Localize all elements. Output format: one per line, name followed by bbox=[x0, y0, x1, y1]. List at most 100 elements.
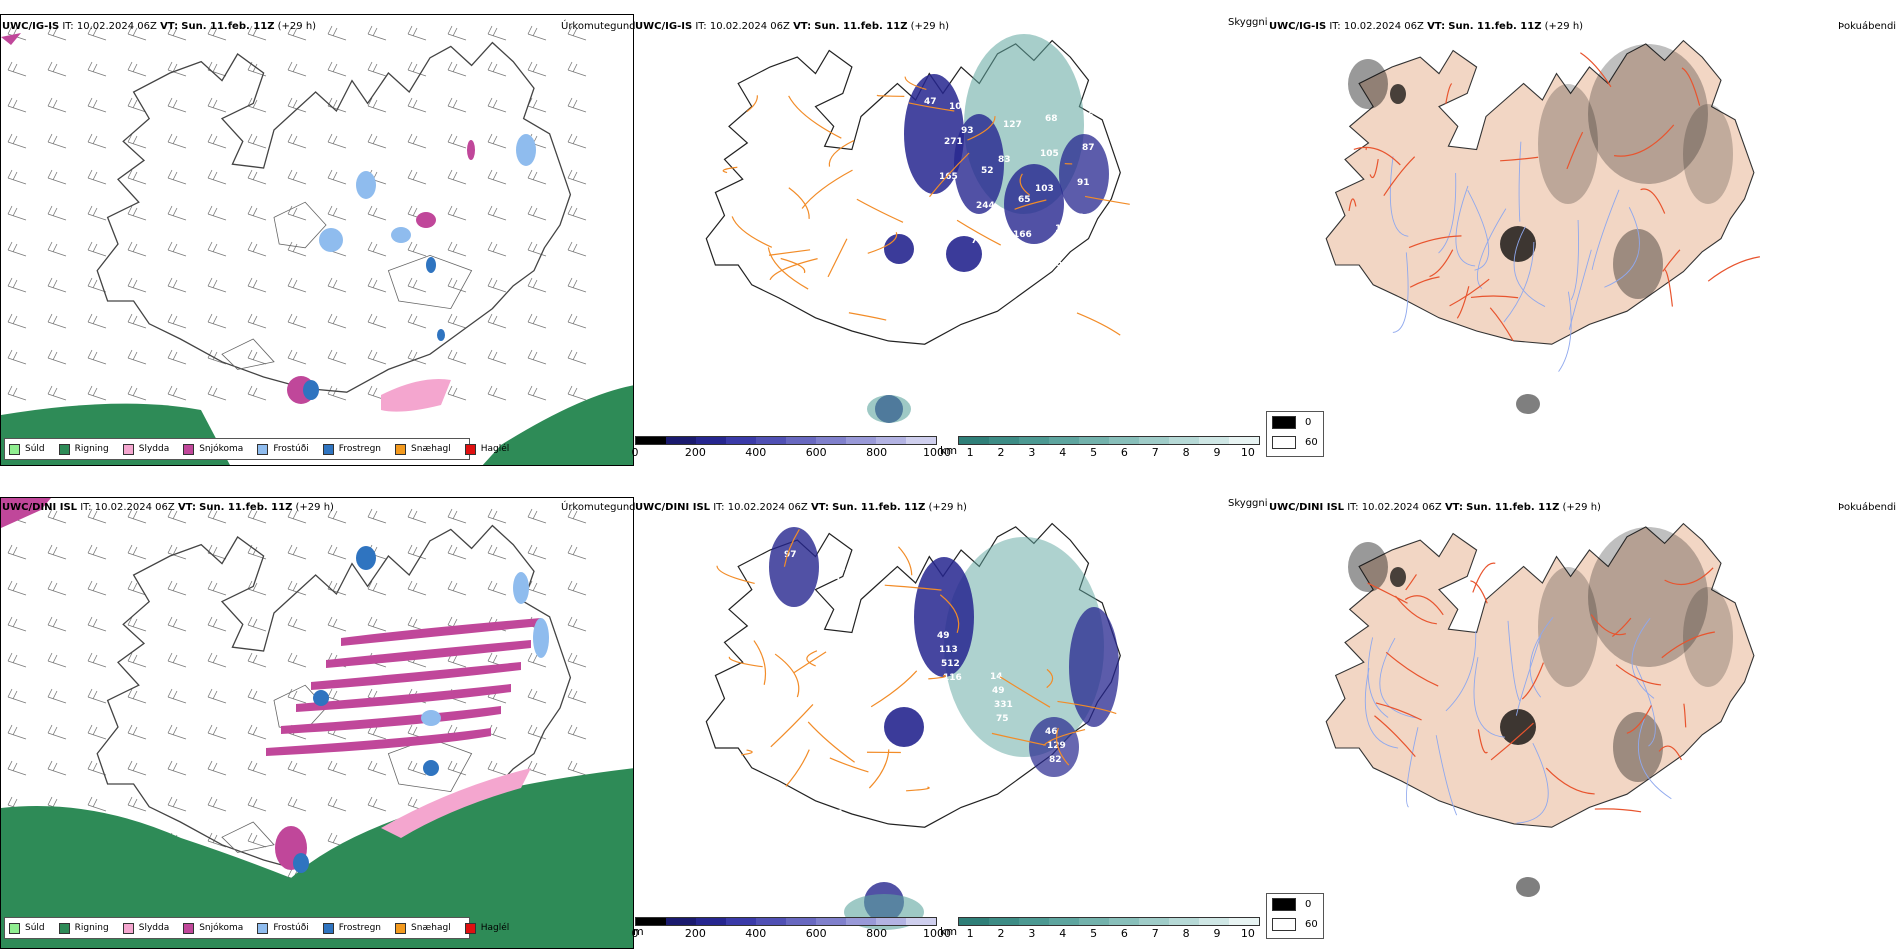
wind-barb bbox=[127, 313, 147, 329]
wind-barb bbox=[207, 97, 227, 113]
wind-barb bbox=[87, 652, 107, 668]
precip-legend-item: Frostregn bbox=[322, 922, 382, 934]
wind-barb bbox=[247, 349, 267, 365]
wind-barb bbox=[527, 97, 547, 113]
wind-barb bbox=[207, 760, 227, 776]
precip-area bbox=[467, 140, 475, 160]
road bbox=[1375, 702, 1422, 721]
iceland-land bbox=[1325, 39, 1755, 345]
wind-barb bbox=[87, 313, 107, 329]
wind-barb bbox=[287, 205, 307, 221]
wind-barb bbox=[7, 652, 27, 668]
wind-barb bbox=[87, 277, 107, 293]
wind-barb bbox=[207, 241, 227, 257]
wind-barb bbox=[407, 133, 427, 149]
road bbox=[1664, 567, 1714, 586]
colorbar-swatch bbox=[696, 437, 726, 444]
colorbar-swatch bbox=[906, 437, 936, 444]
colorbar-swatch bbox=[816, 437, 846, 444]
wind-barb bbox=[447, 385, 467, 401]
wind-barb bbox=[487, 544, 507, 560]
road bbox=[1394, 595, 1437, 625]
legend-label: Frostregn bbox=[338, 923, 382, 933]
river bbox=[1473, 657, 1505, 738]
road bbox=[1429, 249, 1454, 278]
visibility-colorbar-m: 0 200 400 600 800 1000 bbox=[632, 436, 951, 460]
terrain-shade bbox=[1538, 84, 1598, 204]
visibility-area bbox=[884, 234, 914, 264]
wind-barb bbox=[207, 385, 227, 401]
fog-legend-swatch bbox=[1272, 415, 1296, 429]
visibility-value-label: 129 bbox=[1047, 741, 1066, 751]
colorbar-swatch bbox=[726, 437, 756, 444]
colorbar-swatch bbox=[906, 918, 936, 925]
wind-barb bbox=[527, 241, 547, 257]
colorbar-tick-label: 600 bbox=[805, 446, 827, 459]
visibility-value-label: 107 bbox=[888, 618, 907, 628]
precip-area bbox=[319, 228, 343, 252]
wind-barb bbox=[567, 349, 587, 365]
road bbox=[780, 257, 806, 274]
road bbox=[828, 139, 855, 167]
road bbox=[956, 219, 1002, 246]
road bbox=[939, 594, 960, 634]
road bbox=[1566, 131, 1584, 170]
wind-barb bbox=[167, 508, 187, 524]
river bbox=[1503, 242, 1535, 323]
visibility-value-label: 110 bbox=[1100, 782, 1119, 792]
visibility-value-label: 127 bbox=[1003, 120, 1022, 130]
panel-title-bottom-3: UWC/DINI ISL IT: 10.02.2024 06Z VT: Sun.… bbox=[1269, 502, 1601, 513]
wind-barb bbox=[47, 544, 67, 560]
colorbar-swatch bbox=[1109, 437, 1139, 444]
wind-barb bbox=[47, 508, 67, 524]
wind-barb bbox=[407, 169, 427, 185]
river bbox=[1518, 141, 1522, 222]
road bbox=[1594, 808, 1642, 813]
road bbox=[897, 546, 913, 576]
colorbar-m-unit-2: m bbox=[633, 925, 644, 938]
colorbar-m-swatches bbox=[635, 436, 937, 445]
wind-barb bbox=[7, 313, 27, 329]
colorbar-m-swatches bbox=[635, 917, 937, 926]
wind-barb bbox=[247, 796, 267, 812]
river bbox=[1438, 173, 1457, 254]
river bbox=[1507, 620, 1521, 702]
legend-swatch bbox=[9, 922, 20, 934]
colorbar-swatch bbox=[786, 918, 816, 925]
road bbox=[1404, 595, 1444, 616]
visibility-value-label: 83 bbox=[998, 155, 1011, 165]
wind-barb bbox=[207, 169, 227, 185]
road bbox=[1470, 295, 1519, 299]
wind-barb bbox=[287, 508, 307, 524]
road bbox=[722, 166, 738, 174]
legend-label: Frostúði bbox=[273, 444, 309, 454]
wind-barb bbox=[167, 724, 187, 740]
precip-legend-item: Súld bbox=[9, 443, 45, 455]
visibility-colorbar-km: 1 2 3 4 5 6 7 8 9 10 bbox=[958, 436, 1260, 460]
colorbar-tick-label: 4 bbox=[1059, 927, 1067, 940]
terrain-shade bbox=[1516, 394, 1540, 414]
river bbox=[1568, 249, 1592, 330]
wind-barb bbox=[287, 796, 307, 812]
wind-barb bbox=[167, 25, 187, 41]
visibility-value-label: 292 bbox=[1008, 265, 1027, 275]
wind-barb bbox=[367, 616, 387, 632]
legend-swatch bbox=[257, 443, 269, 455]
road bbox=[1405, 574, 1417, 591]
legend-label: Snæhagl bbox=[411, 923, 451, 933]
wind-barb bbox=[47, 724, 67, 740]
visibility-value-label: 10 bbox=[949, 102, 962, 112]
wind-barb bbox=[7, 724, 27, 740]
wind-barb bbox=[87, 760, 107, 776]
river bbox=[1635, 665, 1656, 747]
road bbox=[1683, 703, 1687, 728]
colorbar-tick-label: 2 bbox=[997, 446, 1005, 459]
wind-barbs bbox=[7, 25, 587, 401]
wind-barb bbox=[127, 580, 147, 596]
colorbar-tick-label: 6 bbox=[1120, 446, 1128, 459]
visibility-value-label: 85 bbox=[890, 632, 903, 642]
panel-name-precip-type-2: Úrkomutegund bbox=[561, 502, 636, 513]
road bbox=[807, 721, 855, 763]
wind-barb bbox=[167, 652, 187, 668]
wind-barb bbox=[367, 313, 387, 329]
